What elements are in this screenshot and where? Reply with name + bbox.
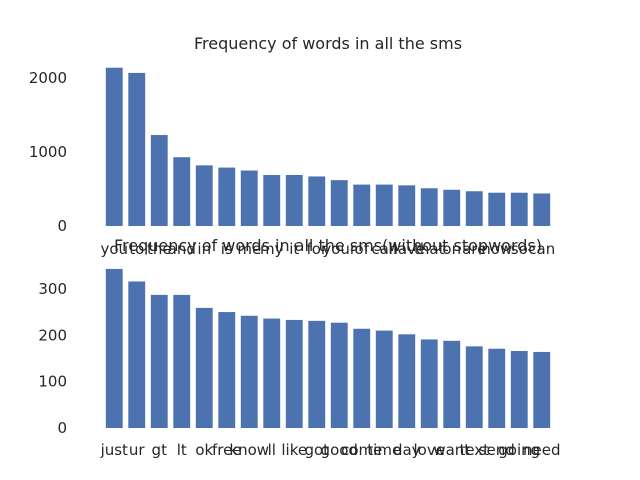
chart-bottom-bar-text — [465, 346, 483, 428]
chart-top-bar-so — [510, 192, 528, 226]
chart-bottom-bar-time — [375, 330, 393, 428]
chart-top-y-axis: 0 1000 2000 — [29, 69, 67, 235]
chart-top-title: Frequency of words in all the sms — [194, 34, 462, 53]
chart-bottom-bar-got — [308, 320, 326, 428]
chart-top-bar-it — [285, 174, 303, 226]
chart-top-x-tick-label: are — [462, 240, 486, 258]
chart-bottom-bar-just — [105, 268, 123, 428]
chart-top-y-tick-label: 2000 — [29, 69, 67, 87]
chart-top-bar-to — [128, 72, 146, 226]
chart-bottom-y-tick-label: 0 — [57, 419, 67, 437]
chart-top-bar-can — [533, 193, 551, 226]
chart-bottom-x-tick-label: just — [100, 441, 128, 459]
chart-bottom-bar-need — [533, 351, 551, 428]
chart-top-x-tick-label: it — [289, 240, 299, 258]
chart-top-bar-your — [330, 180, 348, 226]
chart-top-bar-are — [465, 191, 483, 226]
chart-bottom-bar-come — [353, 328, 371, 428]
chart-bottom-bar-know — [240, 315, 258, 428]
chart-bottom-x-tick-label: send — [479, 441, 515, 459]
chart-top-x-tick-label: in — [197, 240, 211, 258]
chart-top-bar-is — [218, 167, 236, 226]
chart-bottom-x-tick-label: gt — [152, 441, 168, 459]
chart-bottom-x-tick-label: day — [393, 441, 421, 459]
chart-bottom-y-tick-label: 200 — [38, 326, 67, 344]
chart-top-x-tick-label: on — [442, 240, 461, 258]
chart-top-x-tick-label: my — [260, 240, 284, 258]
chart-bottom-x-tick-label: lt — [177, 441, 187, 459]
chart-bottom-x-tick-label: ur — [129, 441, 146, 459]
chart-bottom-bar-want — [443, 340, 461, 428]
chart-top-x-tick-label: your — [322, 240, 357, 258]
chart-bottom-bar-like — [285, 319, 303, 428]
chart-top-bar-for — [308, 176, 326, 226]
chart-top-bar-that — [420, 188, 438, 226]
chart-top-x-tick-label: so — [511, 240, 528, 258]
chart-top-y-tick-label: 1000 — [29, 143, 67, 161]
chart-top-bar-the — [150, 135, 168, 226]
chart-top-bar-on — [443, 189, 461, 226]
chart-top-y-tick-label: 0 — [57, 217, 67, 235]
chart-bottom: Frequency of words in all the sms(withou… — [38, 236, 560, 459]
chart-bottom-title: Frequency of words in all the sms(withou… — [114, 236, 542, 255]
chart-bottom-x-tick-label: time — [367, 441, 401, 459]
chart-bottom-bar-ok — [195, 307, 213, 428]
chart-top-bar-call — [375, 184, 393, 226]
chart-top-x-tick-label: for — [306, 240, 327, 258]
chart-bottom-bar-free — [218, 312, 236, 428]
chart-top-x-tick-label: can — [528, 240, 555, 258]
chart-bottom-x-tick-label: ok — [195, 441, 213, 459]
chart-top-x-tick-label: and — [168, 240, 196, 258]
chart-bottom-x-tick-label: free — [212, 441, 242, 459]
chart-bottom-bar-ur — [128, 281, 146, 428]
chart-bottom-x-tick-label: got — [304, 441, 329, 459]
chart-top-bar-of — [353, 184, 371, 226]
chart-bottom-x-tick-label: need — [523, 441, 561, 459]
chart-bottom-x-tick-label: going — [498, 441, 540, 459]
chart-top-x-tick-label: the — [147, 240, 172, 258]
chart-bottom-x-tick-label: text — [459, 441, 489, 459]
chart-top-bar-me — [240, 170, 258, 226]
chart-top-bar-now — [488, 192, 506, 226]
chart-top-x-tick-label: that — [414, 240, 445, 258]
chart-bottom-y-tick-label: 300 — [38, 280, 67, 298]
chart-top-bar-you — [105, 67, 123, 227]
chart-bottom-bar-lt — [173, 294, 191, 428]
chart-top-x-tick-label: of — [355, 240, 370, 258]
chart-bottom-x-tick-label: come — [341, 441, 382, 459]
chart-top-x-tick-label: to — [129, 240, 144, 258]
chart-top-x-tick-label: call — [371, 240, 397, 258]
chart-bottom-bar-ll — [263, 318, 281, 428]
chart-bottom-x-tick-label: good — [321, 441, 358, 459]
chart-bottom-x-tick-label: know — [229, 441, 269, 459]
chart-top-x-tick-label: me — [237, 240, 261, 258]
chart-top-bar-in — [195, 165, 213, 226]
chart-top-bars — [105, 67, 551, 227]
chart-bottom-bars — [105, 268, 551, 428]
chart-bottom-y-tick-label: 100 — [38, 373, 67, 391]
chart-top-x-tick-label: now — [481, 240, 512, 258]
chart-bottom-x-tick-label: want — [433, 441, 470, 459]
chart-bottom-bar-going — [510, 351, 528, 428]
chart-bottom-y-axis: 0 100 200 300 — [38, 280, 67, 437]
chart-top-x-tick-label: have — [388, 240, 425, 258]
chart-top-bar-have — [398, 185, 416, 226]
chart-top-x-tick-label: you — [100, 240, 128, 258]
chart-top: Frequency of words in all the sms 0 1000 2… — [29, 34, 555, 258]
chart-bottom-bar-good — [330, 322, 348, 428]
chart-bottom-bar-day — [398, 334, 416, 428]
chart-top-x-tick-label: is — [221, 240, 233, 258]
chart-bottom-x-tick-label: love — [414, 441, 445, 459]
chart-bottom-x-tick-label: ll — [268, 441, 276, 459]
chart-top-bar-and — [173, 157, 191, 226]
chart-bottom-bar-gt — [150, 294, 168, 428]
chart-bottom-bar-send — [488, 348, 506, 428]
chart-bottom-x-tick-label: like — [281, 441, 307, 459]
chart-top-bar-my — [263, 174, 281, 226]
chart-bottom-bar-love — [420, 339, 438, 428]
